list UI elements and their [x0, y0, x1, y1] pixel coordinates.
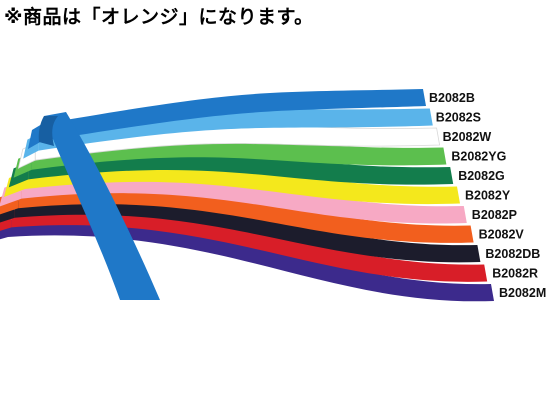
ribbon-B2082R — [11, 207, 488, 282]
ribbon-B2082P — [21, 175, 467, 224]
ribbon-bands — [0, 89, 494, 302]
ribbon-code-label: B2082W — [443, 130, 492, 144]
notice-text: ※商品は「オレンジ」になります。 — [4, 6, 314, 28]
ribbon-B2082G — [28, 151, 454, 185]
front-ribbon-drape — [44, 112, 160, 300]
ribbon-code-label: B2082G — [458, 169, 505, 183]
ribbon-fold — [38, 112, 160, 300]
ribbon-code-label: B2082P — [472, 208, 517, 222]
ribbon-code-label: B2082DB — [485, 247, 540, 261]
ribbon-tail-B2082B — [28, 124, 42, 149]
ribbon-code-label: B2082S — [436, 111, 481, 125]
ribbon-B2082V — [18, 186, 474, 243]
ribbon-code-labels: B2082M B2082R B2082DB B2082V B2082P B2082Y B20… — [429, 91, 546, 300]
ribbon-B2082B — [42, 89, 426, 141]
ribbon-code-label: B2082V — [479, 228, 525, 242]
ribbon-code-label: B2082M — [499, 286, 546, 300]
ribbon-code-label: B2082Y — [465, 189, 511, 203]
ribbon-B2082Y — [25, 163, 460, 205]
ribbon-code-label: B2082YG — [451, 150, 506, 164]
ribbon-B2082S — [38, 108, 433, 151]
ribbon-code-label: B2082R — [492, 267, 538, 281]
front-ribbon-fold-shadow — [38, 116, 58, 146]
ribbon-code-label: B2082B — [429, 91, 475, 105]
ribbon-B2082DB — [14, 197, 481, 263]
